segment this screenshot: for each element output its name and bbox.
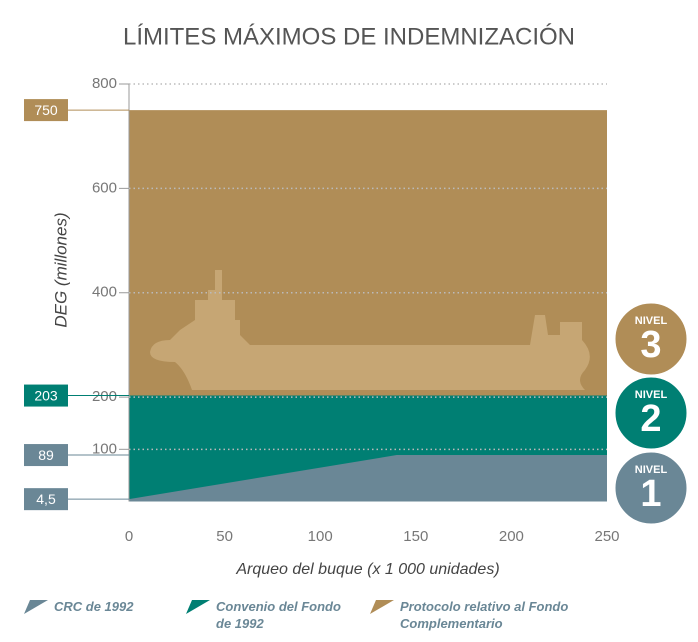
area bbox=[129, 455, 607, 502]
chart-title: LÍMITES MÁXIMOS DE INDEMNIZACIÓN bbox=[123, 23, 575, 50]
legend-swatch bbox=[370, 600, 394, 614]
overlay: 100 200 400 600 800 0 50 100 150 200 250 750 203 89 4,… bbox=[24, 75, 690, 545]
legend-label: Convenio del Fondo de 1992 bbox=[216, 599, 341, 631]
legend-label: CRC de 1992 bbox=[54, 599, 134, 614]
limit-label: 89 bbox=[38, 447, 54, 463]
x-tick-label: 200 bbox=[499, 528, 524, 545]
limit-label: 4,5 bbox=[36, 491, 56, 507]
limit-box bbox=[24, 384, 68, 407]
level-word: NIVEL bbox=[635, 315, 668, 327]
y-tick-label: 800 bbox=[92, 75, 117, 92]
level-number: 2 bbox=[640, 398, 661, 440]
y-tick-label: 400 bbox=[92, 284, 117, 301]
limit-label: 750 bbox=[34, 102, 58, 118]
x-tick-label: 150 bbox=[403, 528, 428, 545]
level-number: 3 bbox=[640, 324, 661, 366]
x-tick-label: 250 bbox=[594, 528, 619, 545]
limit-label: 203 bbox=[34, 387, 58, 403]
limit-box bbox=[24, 444, 68, 467]
level-number: 1 bbox=[640, 473, 661, 515]
chart: LÍMITES MÁXIMOS DE INDEMNIZACIÓN DEG (mi… bbox=[24, 23, 690, 578]
legend-label: Protocolo relativo al Fondo Complementar… bbox=[400, 599, 569, 631]
level-badge bbox=[612, 300, 690, 378]
legend-item: Protocolo relativo al Fondo Complementar… bbox=[370, 598, 610, 632]
level-word: NIVEL bbox=[635, 389, 668, 401]
areas bbox=[129, 110, 607, 502]
ship-silhouette bbox=[150, 270, 590, 390]
legend-item: CRC de 1992 bbox=[24, 598, 184, 615]
level-word: NIVEL bbox=[635, 464, 668, 476]
legend-swatch bbox=[186, 600, 210, 614]
legend-swatch bbox=[24, 600, 48, 614]
y-tick-label: 200 bbox=[92, 388, 117, 405]
y-axis-label: DEG (millones) bbox=[51, 212, 70, 327]
x-tick-label: 100 bbox=[308, 528, 333, 545]
x-tick-label: 50 bbox=[216, 528, 233, 545]
y-tick-label: 100 bbox=[92, 440, 117, 457]
limit-box bbox=[24, 99, 68, 122]
y-tick-label: 600 bbox=[92, 179, 117, 196]
limit-box bbox=[24, 488, 68, 511]
legend-item: Convenio del Fondo de 1992 bbox=[186, 598, 346, 632]
x-tick-label: 0 bbox=[125, 528, 133, 545]
x-axis-label: Arqueo del buque (x 1 000 unidades) bbox=[235, 561, 499, 578]
